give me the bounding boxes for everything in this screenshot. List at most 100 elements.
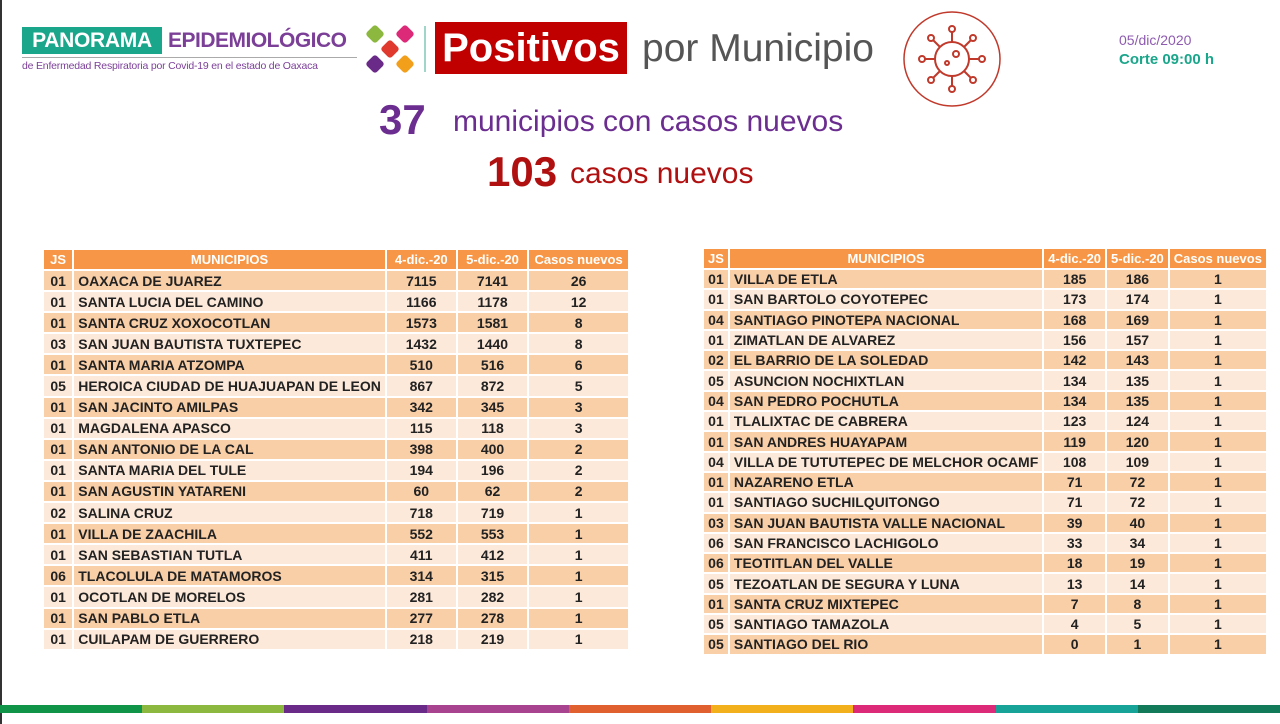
js-cell: 01 xyxy=(702,470,730,494)
curr-count-cell: 1178 xyxy=(455,290,530,314)
municipio-cell: SANTIAGO PINOTEPA NACIONAL xyxy=(727,308,1045,331)
js-cell: 06 xyxy=(702,552,730,575)
municipio-cell: SAN AGUSTIN YATARENI xyxy=(72,479,387,504)
js-cell: 01 xyxy=(41,522,75,546)
js-cell: 05 xyxy=(702,613,730,636)
table-row: 01 NAZARENO ETLA 71 72 1 xyxy=(702,470,1268,494)
js-cell: 05 xyxy=(702,572,730,595)
table-row: 06 SAN FRANCISCO LACHIGOLO 33 34 1 xyxy=(702,531,1268,555)
municipio-cell: SAN FRANCISCO LACHIGOLO xyxy=(727,531,1045,555)
new-cases-cell: 1 xyxy=(1167,511,1268,534)
prev-count-cell: 398 xyxy=(384,437,458,461)
header-divider xyxy=(424,26,426,72)
js-cell: 01 xyxy=(41,458,75,482)
prev-count-cell: 115 xyxy=(384,416,458,440)
stripe-segment xyxy=(142,705,285,713)
municipio-cell: VILLA DE TUTUTEPEC DE MELCHOR OCAMF xyxy=(727,450,1045,473)
prev-count-cell: 18 xyxy=(1042,552,1108,575)
cutoff-time: Corte 09:00 h xyxy=(1119,51,1215,68)
municipio-cell: SANTIAGO DEL RIO xyxy=(727,633,1045,656)
prev-count-cell: 134 xyxy=(1042,369,1108,392)
municipio-cell: TEOTITLAN DEL VALLE xyxy=(727,552,1045,575)
prev-count-cell: 33 xyxy=(1042,531,1108,555)
title-highlight: Positivos xyxy=(435,22,627,74)
curr-count-cell: 719 xyxy=(455,501,530,525)
municipio-cell: ASUNCION NOCHIXTLAN xyxy=(727,369,1045,392)
curr-count-cell: 118 xyxy=(455,416,530,440)
prev-count-cell: 552 xyxy=(384,522,458,546)
prev-count-cell: 156 xyxy=(1042,328,1108,352)
prev-count-cell: 108 xyxy=(1042,450,1108,473)
table-row: 01 SANTA CRUZ XOXOCOTLAN 1573 1581 8 xyxy=(41,311,630,335)
curr-count-cell: 40 xyxy=(1105,511,1170,534)
municipio-cell: EL BARRIO DE LA SOLEDAD xyxy=(727,349,1045,372)
new-cases-cell: 8 xyxy=(527,311,630,335)
js-cell: 06 xyxy=(41,564,75,588)
municipio-cell: ZIMATLAN DE ALVAREZ xyxy=(727,328,1045,352)
color-stripe xyxy=(0,705,1280,713)
js-cell: 02 xyxy=(702,349,730,372)
table-row: 06 TEOTITLAN DEL VALLE 18 19 1 xyxy=(702,552,1268,575)
curr-count-cell: 124 xyxy=(1105,410,1170,433)
prev-count-cell: 314 xyxy=(384,564,458,588)
curr-count-cell: 1 xyxy=(1105,633,1170,656)
js-cell: 03 xyxy=(702,511,730,534)
table-row: 03 SAN JUAN BAUTISTA TUXTEPEC 1432 1440 8 xyxy=(41,332,630,356)
table-row: 01 SANTA MARIA DEL TULE 194 196 2 xyxy=(41,458,630,482)
table-row: 04 VILLA DE TUTUTEPEC DE MELCHOR OCAMF 108… xyxy=(702,450,1268,473)
js-cell: 03 xyxy=(41,332,75,356)
curr-count-cell: 219 xyxy=(455,627,530,651)
casos-count: 103 xyxy=(487,148,558,195)
column-header: 4-dic.-20 xyxy=(1042,247,1108,270)
table-row: 01 SANTIAGO SUCHILQUITONGO 71 72 1 xyxy=(702,491,1268,514)
js-cell: 01 xyxy=(702,430,730,453)
municipio-cell: SANTA CRUZ XOXOCOTLAN xyxy=(72,311,387,335)
municipio-cell: SAN JACINTO AMILPAS xyxy=(72,395,387,419)
curr-count-cell: 72 xyxy=(1105,470,1170,494)
prev-count-cell: 277 xyxy=(384,606,458,630)
virus-icon xyxy=(903,11,1001,107)
curr-count-cell: 143 xyxy=(1105,349,1170,372)
new-cases-cell: 1 xyxy=(1167,267,1268,291)
curr-count-cell: 62 xyxy=(455,479,530,504)
curr-count-cell: 135 xyxy=(1105,389,1170,413)
js-cell: 01 xyxy=(702,267,730,291)
js-cell: 05 xyxy=(702,369,730,392)
table-row: 01 SAN ANDRES HUAYAPAM 119 120 1 xyxy=(702,430,1268,453)
curr-count-cell: 14 xyxy=(1105,572,1170,595)
table-row: 01 MAGDALENA APASCO 115 118 3 xyxy=(41,416,630,440)
curr-count-cell: 516 xyxy=(455,353,530,377)
new-cases-cell: 1 xyxy=(527,522,630,546)
left-edge xyxy=(0,0,2,724)
new-cases-cell: 6 xyxy=(527,353,630,377)
curr-count-cell: 34 xyxy=(1105,531,1170,555)
municipio-cell: TLACOLULA DE MATAMOROS xyxy=(72,564,387,588)
new-cases-cell: 1 xyxy=(1167,410,1268,433)
municipio-cell: SAN SEBASTIAN TUTLA xyxy=(72,543,387,567)
js-cell: 01 xyxy=(41,437,75,461)
new-cases-cell: 1 xyxy=(1167,308,1268,331)
js-cell: 04 xyxy=(702,450,730,473)
prev-count-cell: 718 xyxy=(384,501,458,525)
curr-count-cell: 400 xyxy=(455,437,530,461)
prev-count-cell: 1166 xyxy=(384,290,458,314)
table-row: 01 TLALIXTAC DE CABRERA 123 124 1 xyxy=(702,410,1268,433)
prev-count-cell: 185 xyxy=(1042,267,1108,291)
prev-count-cell: 218 xyxy=(384,627,458,651)
municipio-cell: SALINA CRUZ xyxy=(72,501,387,525)
table-row: 03 SAN JUAN BAUTISTA VALLE NACIONAL 39 40 1 xyxy=(702,511,1268,534)
municipios-label: municipios con casos nuevos xyxy=(453,105,844,138)
curr-count-cell: 169 xyxy=(1105,308,1170,331)
js-cell: 01 xyxy=(41,543,75,567)
curr-count-cell: 109 xyxy=(1105,450,1170,473)
brand-epidemiologico: EPIDEMIOLÓGICO xyxy=(168,29,347,52)
municipio-cell: OAXACA DE JUAREZ xyxy=(72,268,387,293)
curr-count-cell: 1440 xyxy=(455,332,530,356)
column-header: JS xyxy=(41,248,75,271)
prev-count-cell: 7 xyxy=(1042,592,1108,616)
prev-count-cell: 0 xyxy=(1042,633,1108,656)
table-row: 01 SAN ANTONIO DE LA CAL 398 400 2 xyxy=(41,437,630,461)
municipio-cell: SAN JUAN BAUTISTA VALLE NACIONAL xyxy=(727,511,1045,534)
new-cases-cell: 1 xyxy=(1167,531,1268,555)
table-row: 01 OAXACA DE JUAREZ 7115 7141 26 xyxy=(41,268,630,293)
